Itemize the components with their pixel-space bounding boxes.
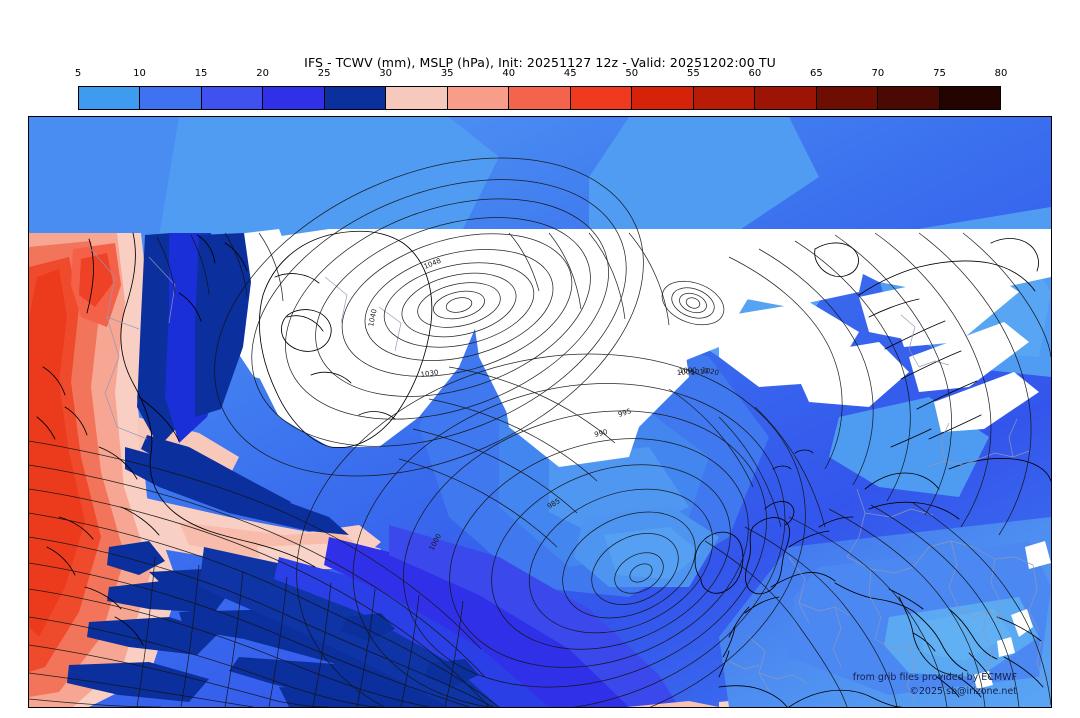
colorbar-swatch-4 bbox=[263, 87, 325, 109]
colorbar-swatch-2 bbox=[140, 87, 202, 109]
colorbar-tick-50: 50 bbox=[625, 68, 639, 79]
colorbar-tick-80: 80 bbox=[994, 68, 1008, 79]
colorbar-tick-45: 45 bbox=[563, 68, 577, 79]
colorbar-swatch-10 bbox=[632, 87, 694, 109]
colorbar-tick-75: 75 bbox=[933, 68, 946, 79]
colorbar-swatch-9 bbox=[570, 87, 633, 109]
colorbar-tick-25: 25 bbox=[317, 68, 331, 79]
isobar-label-990: 990 bbox=[594, 428, 609, 439]
colorbar-tick-30: 30 bbox=[379, 68, 393, 79]
colorbar-tick-35: 35 bbox=[440, 68, 454, 79]
colorbar-swatch-8 bbox=[509, 87, 571, 109]
colorbar-tick-40: 40 bbox=[502, 68, 516, 79]
colorbar-swatch-12 bbox=[755, 87, 817, 109]
colorbar-swatch-3 bbox=[201, 87, 264, 109]
colorbar-swatch-5 bbox=[324, 87, 387, 109]
colorbar-tick-labels: 5 10 15 20 25 30 35 40 45 50 55 60 65 70 75 80 bbox=[74, 68, 1008, 82]
colorbar-tick-15: 15 bbox=[194, 68, 208, 79]
isobar-label-1010: 1010 bbox=[690, 367, 709, 377]
colorbar-tick-5: 5 bbox=[74, 68, 82, 79]
colorbar-swatches bbox=[78, 86, 1001, 110]
map-canvas[interactable]: 1048 1040 1030 1020 1010 1005 1000 995 9… bbox=[28, 116, 1052, 708]
colorbar-tick-60: 60 bbox=[748, 68, 762, 79]
isobar-label-1030: 1030 bbox=[420, 369, 439, 379]
colorbar-tick-20: 20 bbox=[256, 68, 269, 79]
isobar-label-1005: 1005 bbox=[677, 368, 695, 377]
page-title: IFS - TCWV (mm), MSLP (hPa), Init: 20251… bbox=[304, 55, 776, 70]
map-raster: 1048 1040 1030 1020 1010 1005 1000 995 9… bbox=[29, 117, 1051, 707]
colorbar-swatch-15 bbox=[939, 87, 1001, 109]
colorbar-tick-10: 10 bbox=[133, 68, 146, 79]
colorbar-tick-55: 55 bbox=[686, 68, 700, 79]
colorbar-swatch-6 bbox=[386, 87, 448, 109]
colorbar-swatch-14 bbox=[878, 87, 940, 109]
isobar-label-1040: 1040 bbox=[367, 308, 379, 327]
colorbar-swatch-13 bbox=[816, 87, 879, 109]
colorbar-swatch-1 bbox=[79, 87, 141, 109]
colorbar-tick-65: 65 bbox=[810, 68, 823, 79]
isobar-label-1000-a: 1000 bbox=[679, 366, 697, 375]
colorbar bbox=[78, 86, 1001, 110]
colorbar-tick-70: 70 bbox=[871, 68, 885, 79]
colorbar-swatch-7 bbox=[447, 87, 510, 109]
colorbar-swatch-11 bbox=[693, 87, 756, 109]
isobar-label-995: 995 bbox=[617, 407, 632, 419]
isobar-label-1020: 1020 bbox=[701, 366, 720, 377]
